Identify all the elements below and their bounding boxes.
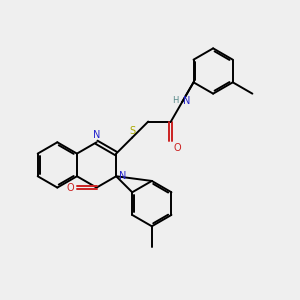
Text: N: N (119, 171, 127, 181)
Text: N: N (93, 130, 100, 140)
Text: S: S (129, 125, 135, 136)
Text: H: H (172, 96, 178, 105)
Text: N: N (183, 96, 190, 106)
Text: O: O (174, 143, 182, 153)
Text: O: O (67, 183, 74, 193)
